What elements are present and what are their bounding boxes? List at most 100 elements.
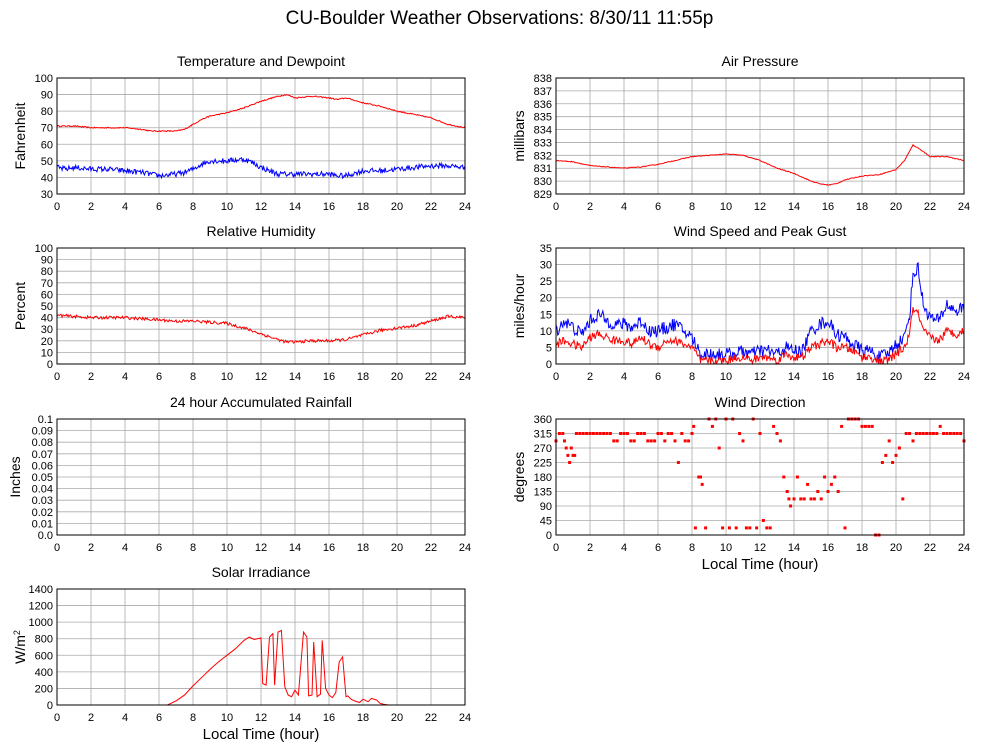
humidity-ytick-label: 60: [41, 289, 53, 301]
winddir-point: [778, 439, 782, 443]
winddir-point: [959, 432, 963, 435]
rain-xtick-label: 12: [255, 542, 267, 554]
rain-ylabel: Inches: [7, 456, 23, 497]
solar-xtick-label: 18: [357, 712, 369, 724]
temp-xtick-label: 10: [221, 201, 233, 213]
winddir-point: [812, 497, 816, 501]
winddir-point: [612, 439, 616, 443]
winddir-point: [826, 490, 830, 493]
winddir-ytick-label: 270: [534, 443, 552, 455]
wind-xtick-label: 4: [621, 371, 627, 383]
rain-ytick-label: 0.07: [32, 449, 53, 461]
humidity-ytick-label: 10: [41, 347, 53, 359]
winddir-point: [615, 439, 619, 443]
winddir-point: [894, 453, 898, 457]
solar-ytick-label: 600: [35, 650, 53, 662]
rain-ytick-label: 0.09: [32, 426, 53, 438]
temp-xtick-label: 4: [122, 201, 128, 213]
pressure-xtick-label: 2: [587, 201, 593, 213]
winddir-point: [884, 453, 888, 457]
winddir-plot-frame: [555, 418, 965, 536]
humidity-xtick-label: 16: [323, 371, 335, 383]
solar-xtick-label: 20: [391, 712, 403, 724]
winddir-point: [717, 446, 721, 450]
winddir-point: [880, 461, 884, 464]
winddir-xtick-label: 12: [754, 542, 766, 554]
wind-xtick-label: 2: [587, 371, 593, 383]
pressure-xtick-label: 22: [924, 201, 936, 213]
winddir-point: [581, 432, 585, 435]
winddir-point: [901, 497, 905, 501]
winddir-point: [690, 432, 694, 435]
wind-xtick-label: 8: [689, 371, 695, 383]
wind-xtick-label: 12: [754, 371, 766, 383]
winddir-xtick-label: 20: [890, 542, 902, 554]
humidity-ytick-label: 100: [35, 243, 53, 255]
winddir-xtick-label: 10: [720, 542, 732, 554]
temp-title: Temperature and Dewpoint: [177, 53, 345, 69]
temp-series-blue-line: [56, 156, 466, 180]
solar-xtick-label: 14: [289, 712, 301, 724]
humidity-ytick-label: 50: [41, 301, 53, 313]
winddir-point: [908, 432, 912, 435]
humidity-ylabel: Percent: [12, 282, 28, 330]
winddir-ytick-label: 315: [534, 429, 552, 441]
humidity-xtick-label: 12: [255, 371, 267, 383]
solar-ytick-label: 800: [35, 634, 53, 646]
winddir-point: [772, 424, 776, 428]
rain-plot-frame: [56, 418, 466, 536]
winddir-point: [867, 424, 871, 428]
pressure-ytick-label: 837: [534, 86, 552, 98]
temp-xtick-label: 22: [425, 201, 437, 213]
humidity-ytick-label: 20: [41, 336, 53, 348]
temp-ytick-label: 30: [41, 189, 53, 201]
temp-ytick-label: 100: [35, 73, 53, 85]
winddir-point: [755, 526, 759, 530]
winddir-point: [809, 497, 813, 501]
temp-xtick-label: 14: [289, 201, 301, 213]
solar-xtick-label: 12: [255, 712, 267, 724]
wind-xtick-label: 6: [655, 371, 661, 383]
solar-xtick-label: 4: [122, 712, 128, 724]
pressure-ytick-label: 829: [534, 189, 552, 201]
winddir-point: [938, 424, 942, 428]
winddir-point: [829, 482, 833, 486]
rain-xtick-label: 20: [391, 542, 403, 554]
winddir-point: [663, 439, 667, 443]
winddir-point: [785, 490, 789, 493]
winddir-point: [765, 526, 769, 530]
temp-series-red-line: [56, 94, 466, 133]
pressure-ytick-label: 836: [534, 99, 552, 111]
temp-xtick-label: 0: [54, 201, 60, 213]
winddir-point: [649, 439, 653, 443]
winddir-point: [897, 446, 901, 450]
wind-xtick-label: 20: [890, 371, 902, 383]
winddir-point: [653, 439, 657, 443]
winddir-point: [744, 526, 748, 530]
winddir-point: [625, 432, 629, 435]
winddir-point: [569, 446, 573, 450]
winddir-point: [632, 439, 636, 443]
winddir-point: [595, 432, 599, 435]
rain-ytick-label: 0.08: [32, 437, 53, 449]
wind-ytick-label: 0: [546, 359, 552, 371]
winddir-ytick-label: 360: [534, 414, 552, 426]
rain-ytick-label: 0.02: [32, 507, 53, 519]
temp-ytick-label: 90: [41, 90, 53, 102]
winddir-point: [836, 490, 840, 493]
humidity-ytick-label: 0: [47, 359, 53, 371]
temp-xtick-label: 24: [459, 201, 471, 213]
wind-ytick-label: 10: [540, 326, 552, 338]
winddir-point: [608, 432, 612, 435]
winddir-point: [870, 424, 874, 428]
solar-xtick-label: 10: [221, 712, 233, 724]
rain-xtick-label: 10: [221, 542, 233, 554]
winddir-point: [816, 490, 820, 493]
winddir-point: [741, 439, 745, 443]
rain-xtick-label: 22: [425, 542, 437, 554]
winddir-point: [680, 432, 684, 435]
winddir-xtick-label: 22: [924, 542, 936, 554]
